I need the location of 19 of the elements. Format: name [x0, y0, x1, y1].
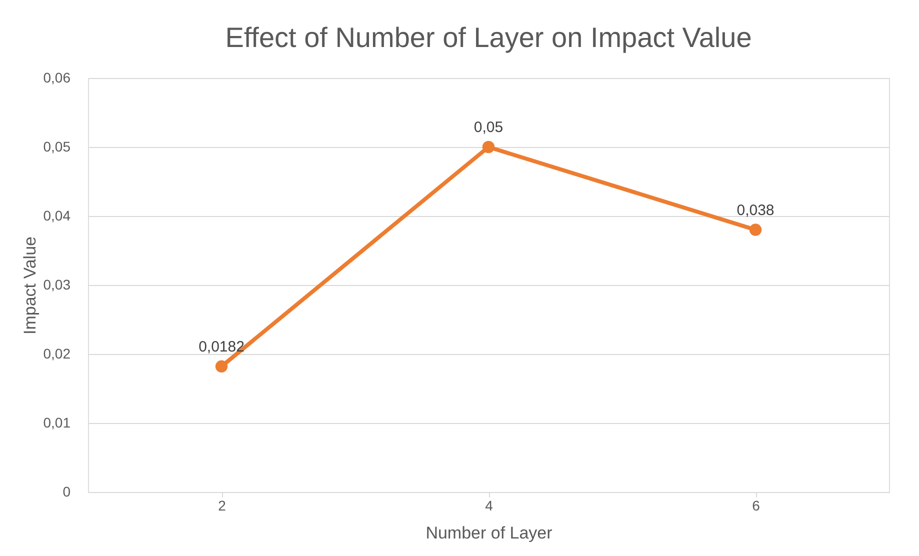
chart-title: Effect of Number of Layer on Impact Value	[225, 22, 752, 53]
x-tick-label: 4	[485, 498, 494, 514]
x-tick-label: 6	[752, 498, 760, 514]
y-tick-label: 0,04	[43, 208, 71, 224]
y-axis-title: Impact Value	[20, 236, 40, 334]
data-label: 0,05	[474, 119, 504, 136]
point	[749, 224, 762, 236]
y-tick-label: 0,03	[43, 276, 71, 292]
y-tick-label: 0	[62, 484, 71, 500]
y-tick-label: 0,02	[43, 346, 71, 362]
y-tick-label: 0,01	[43, 414, 71, 430]
point	[215, 360, 228, 373]
data-label: 0,038	[736, 202, 774, 219]
data-label: 0,0182	[198, 338, 244, 356]
x-axis-title: Number of Layer	[426, 524, 553, 542]
y-tick-label: 0,06	[43, 70, 71, 86]
point	[482, 140, 495, 154]
x-tick-label: 2	[218, 498, 226, 514]
y-tick-label: 0,05	[43, 138, 71, 154]
